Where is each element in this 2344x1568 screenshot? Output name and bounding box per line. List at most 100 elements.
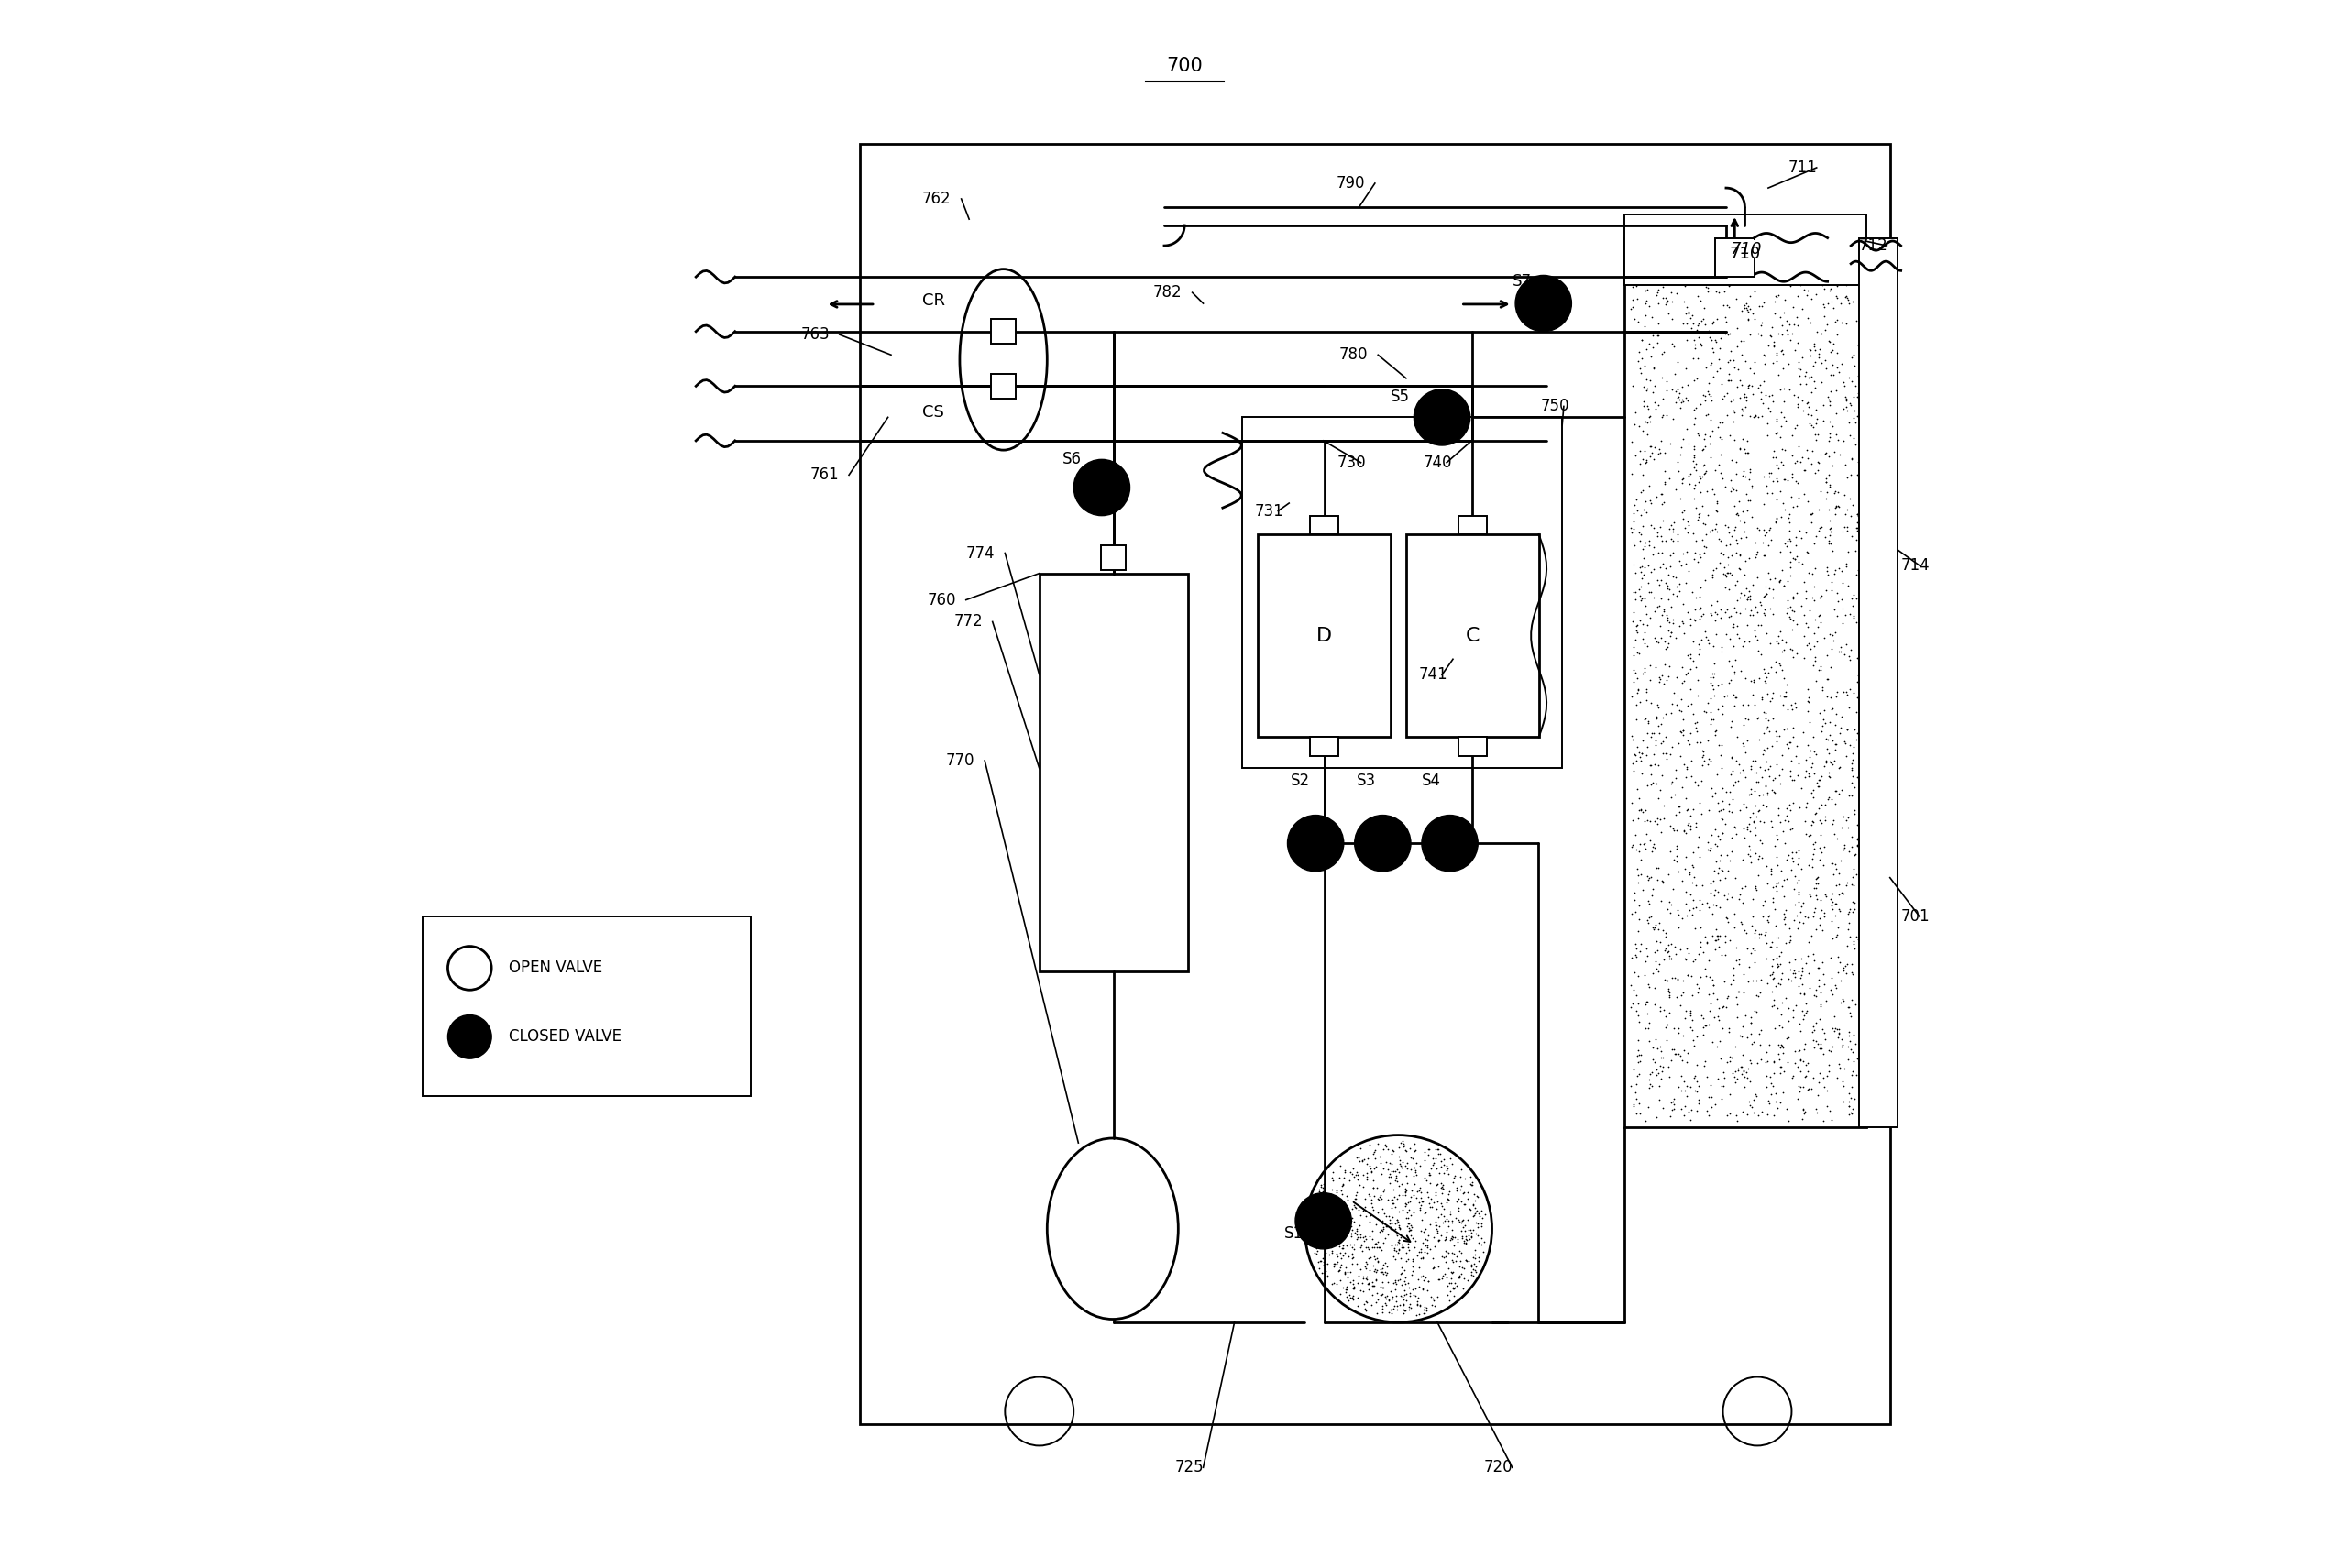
Point [1451, 1217, 1488, 1242]
Point [1317, 1196, 1355, 1221]
Point [1338, 1167, 1376, 1192]
Point [1371, 1151, 1409, 1176]
Point [1655, 251, 1692, 276]
Point [1739, 1051, 1777, 1076]
Point [1779, 284, 1817, 309]
Point [1781, 364, 1819, 389]
Point [1638, 811, 1676, 836]
Point [1613, 684, 1650, 709]
Point [1662, 793, 1699, 818]
Point [1798, 245, 1835, 270]
Point [1735, 361, 1772, 386]
Point [1753, 734, 1791, 759]
Point [1737, 815, 1774, 840]
Point [1732, 1068, 1770, 1093]
Point [1615, 599, 1653, 624]
Point [1812, 786, 1849, 811]
Point [1669, 389, 1706, 414]
Point [1739, 844, 1777, 869]
Point [1826, 955, 1863, 980]
Point [1641, 997, 1678, 1022]
Point [1432, 1270, 1470, 1295]
Point [1737, 405, 1774, 430]
Point [1833, 1101, 1871, 1126]
Point [1739, 613, 1777, 638]
Point [1352, 1203, 1390, 1228]
Point [1831, 290, 1868, 315]
Point [1685, 748, 1723, 773]
Point [1824, 370, 1861, 395]
Point [1831, 1036, 1868, 1062]
Point [1805, 626, 1842, 651]
Point [1671, 764, 1709, 789]
Point [1458, 1259, 1495, 1284]
Point [1692, 593, 1730, 618]
Point [1784, 720, 1821, 745]
Point [1327, 1201, 1364, 1226]
Point [1796, 249, 1833, 274]
Point [1828, 952, 1866, 977]
Point [1796, 331, 1833, 356]
Point [1763, 858, 1800, 883]
Point [1725, 519, 1763, 544]
Point [1798, 770, 1835, 795]
Point [1671, 657, 1709, 682]
Point [1786, 1065, 1824, 1090]
Point [1751, 1091, 1788, 1116]
Point [1779, 580, 1817, 605]
Point [1805, 900, 1842, 925]
Point [1444, 1276, 1481, 1301]
Point [1760, 801, 1798, 826]
Point [1732, 1010, 1770, 1035]
Point [1718, 315, 1756, 340]
Point [1793, 1019, 1831, 1044]
Point [1744, 687, 1781, 712]
Point [1634, 249, 1671, 274]
Point [1613, 608, 1650, 633]
Point [1751, 575, 1788, 601]
Point [1681, 790, 1718, 815]
Point [1737, 793, 1774, 818]
Point [1805, 834, 1842, 859]
Point [1706, 930, 1744, 955]
Point [1723, 1024, 1760, 1049]
Point [1390, 1215, 1427, 1240]
Point [1713, 524, 1751, 549]
Point [1756, 469, 1793, 494]
Point [1702, 605, 1739, 630]
Point [1814, 851, 1852, 877]
Point [1397, 1138, 1435, 1163]
Point [1805, 972, 1842, 997]
Point [1664, 466, 1702, 491]
Point [1338, 1181, 1376, 1206]
Point [1641, 441, 1678, 466]
Point [1620, 839, 1657, 864]
Point [1725, 561, 1763, 586]
Point [1692, 384, 1730, 409]
Point [1767, 797, 1805, 822]
Point [1643, 524, 1681, 549]
Point [1634, 834, 1671, 859]
Point [1828, 717, 1866, 742]
Point [1807, 748, 1845, 773]
Point [1453, 1264, 1491, 1289]
Point [1788, 1077, 1826, 1102]
Point [1735, 383, 1772, 408]
Point [1690, 690, 1728, 715]
Point [1751, 753, 1788, 778]
Point [1352, 1245, 1390, 1270]
Point [1622, 583, 1660, 608]
Point [1779, 384, 1817, 409]
Point [1833, 1096, 1871, 1121]
Point [1345, 1196, 1383, 1221]
Text: 774: 774 [966, 544, 994, 561]
Point [1749, 971, 1786, 996]
Point [1765, 241, 1803, 267]
Point [1749, 519, 1786, 544]
Point [1706, 383, 1744, 408]
Point [1404, 1301, 1442, 1327]
Point [1669, 521, 1706, 546]
Point [1753, 601, 1791, 626]
Point [1772, 956, 1810, 982]
Point [1817, 713, 1854, 739]
